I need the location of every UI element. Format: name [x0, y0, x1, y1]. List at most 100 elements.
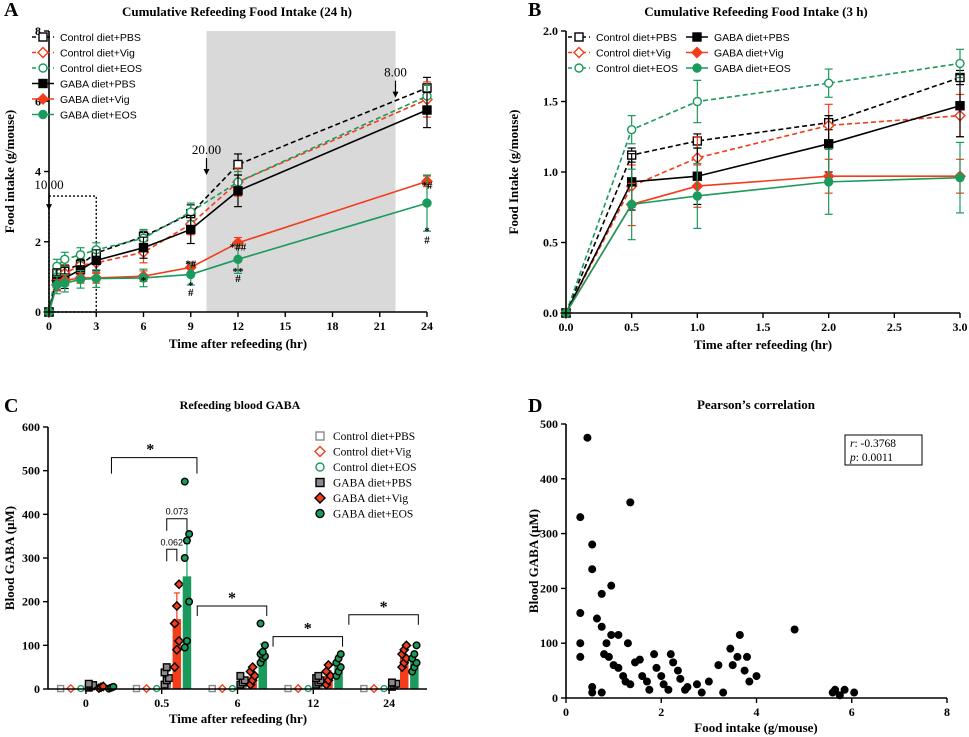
data-point [233, 254, 243, 265]
data-point [576, 639, 585, 648]
legend-marker [38, 32, 48, 42]
data-point [726, 644, 735, 653]
data-point [652, 663, 661, 672]
y-tick-label: 1.5 [543, 95, 558, 109]
time-annotation: 20.00 [192, 142, 221, 157]
data-point [588, 688, 597, 697]
comparison-bracket [166, 548, 178, 562]
data-point [323, 659, 334, 671]
data-point [84, 679, 93, 688]
annotation-arrowhead [203, 168, 210, 175]
time-annotation: 8.00 [384, 65, 407, 80]
annotation-arrowhead [392, 91, 399, 98]
data-point [657, 672, 666, 681]
significance-mark: * [141, 275, 147, 287]
chart-title: Cumulative Refeeding Food Intake (24 h) [122, 4, 352, 19]
data-point [714, 661, 723, 670]
data-point [422, 198, 432, 208]
data-point [659, 680, 668, 689]
x-tick-label: 6 [141, 319, 147, 333]
data-point [955, 58, 965, 69]
series-1 [560, 93, 966, 319]
legend-label: Control diet+PBS [333, 431, 415, 443]
data-point [626, 199, 637, 210]
data-point [173, 579, 185, 590]
significance-mark: * [146, 442, 154, 459]
data-point [740, 666, 749, 675]
data-point [180, 643, 189, 652]
legend-label: GABA diet+EOS [714, 63, 791, 75]
data-point [171, 644, 182, 655]
data-point [233, 186, 243, 196]
panel-c: C Refeeding blood GABA0100200300400500600… [2, 395, 427, 726]
legend-marker [692, 63, 702, 73]
data-point [676, 674, 685, 683]
y-tick-label: 8 [35, 24, 41, 38]
y-tick-label: 2 [35, 235, 41, 249]
legend: Control diet+PBS Control diet+Vig Control … [314, 431, 416, 521]
data-point [182, 536, 191, 545]
data-point [692, 680, 701, 689]
legend-label: Control diet+EOS [333, 462, 416, 474]
data-point [850, 688, 859, 697]
data-point [247, 662, 258, 673]
y-tick-label: 0 [35, 305, 41, 319]
y-tick-label: 400 [22, 507, 40, 521]
data-point [75, 274, 86, 285]
data-point [692, 191, 703, 201]
data-point [666, 650, 675, 659]
stats-r: r: -0.3768 [850, 438, 896, 450]
legend-marker [37, 93, 49, 105]
data-point [635, 655, 644, 664]
data-point [597, 589, 606, 598]
data-point [607, 581, 616, 590]
x-tick-label: 6 [235, 696, 241, 710]
legend-label: GABA diet+Vig [333, 493, 408, 505]
time-annotation: 10.00 [34, 177, 63, 192]
y-axis-label: Food Intake (g/mouse) [506, 110, 521, 235]
data-point [735, 630, 744, 639]
bar [400, 657, 409, 689]
x-tick-label: 0.0 [559, 320, 574, 334]
data-point [91, 255, 101, 266]
legend-marker [574, 32, 584, 42]
y-tick-label: 500 [22, 464, 40, 478]
data-point [138, 243, 149, 253]
data-point [650, 650, 659, 659]
y-axis-label: Blood GABA (μM) [2, 506, 17, 610]
data-point [182, 636, 191, 645]
data-point [669, 658, 678, 667]
p-value-label: 0.073 [166, 507, 189, 517]
x-tick-label: 0 [46, 319, 52, 333]
series-5 [44, 174, 432, 317]
data-point [597, 688, 606, 697]
comparison-bracket [348, 614, 419, 625]
data-point [752, 672, 761, 681]
data-point [626, 498, 635, 507]
x-tick-label: 12 [307, 696, 319, 710]
significance-mark: * [228, 590, 236, 607]
x-tick-label: 3.0 [953, 320, 968, 334]
legend-marker [315, 508, 325, 519]
series-0 [561, 69, 965, 318]
significance-mark: # [424, 235, 430, 247]
x-tick-label: 2 [658, 705, 664, 719]
data-point [742, 652, 751, 661]
data-point [164, 674, 173, 683]
significance-mark: *# [185, 258, 197, 270]
bar [410, 661, 419, 689]
data-point [185, 529, 194, 538]
data-point [173, 635, 185, 647]
legend-marker [37, 46, 49, 59]
data-point [258, 647, 267, 656]
legend-label: Control diet+EOS [596, 63, 678, 75]
x-tick-label: 1.0 [690, 320, 705, 334]
y-tick-label: 2.0 [543, 24, 558, 38]
annotation-arrowhead [46, 204, 52, 211]
panel-letter: C [4, 395, 18, 417]
data-point [576, 609, 585, 618]
data-point [719, 688, 728, 697]
x-tick-label: 1.5 [756, 320, 771, 334]
data-point [697, 688, 706, 697]
